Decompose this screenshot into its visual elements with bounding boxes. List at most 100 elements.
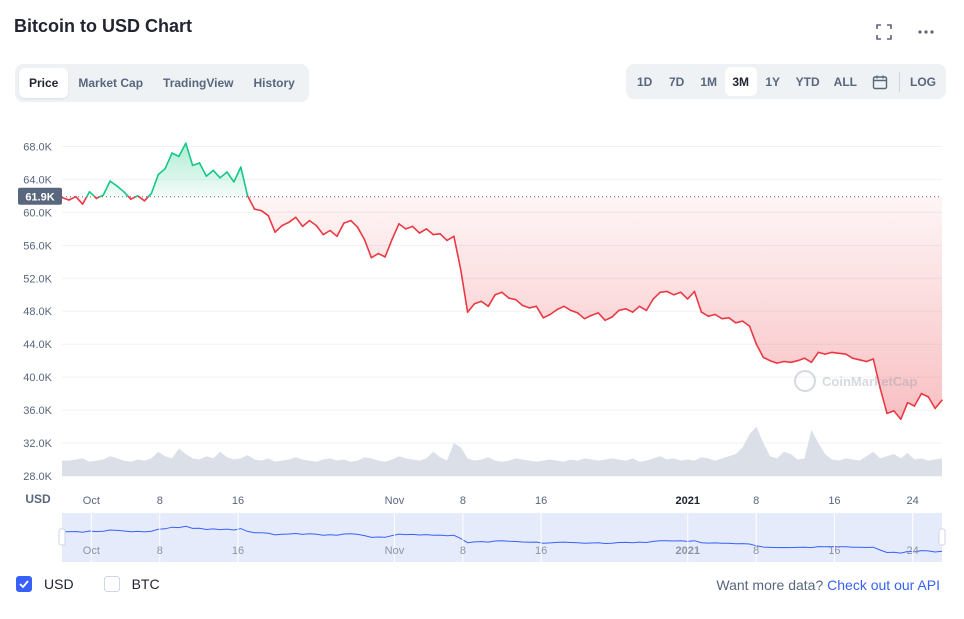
calendar-icon[interactable] xyxy=(864,67,896,96)
price-line-down xyxy=(501,291,510,299)
price-line-down xyxy=(734,320,744,324)
price-line-down xyxy=(934,399,943,410)
tab-tradingview[interactable]: TradingView xyxy=(163,76,234,90)
tab-market-cap[interactable]: Market Cap xyxy=(78,76,144,90)
price-line-down xyxy=(844,353,854,359)
y-tick-label: 44.0K xyxy=(23,339,52,351)
price-line-down xyxy=(398,223,407,230)
navigator-handle-left[interactable] xyxy=(58,528,66,546)
price-line-down xyxy=(247,195,256,210)
price-line-down xyxy=(68,195,77,201)
more-icon[interactable] xyxy=(916,22,936,42)
time-range-selector: 1D 7D 1M 3M 1Y YTD ALL LOG xyxy=(625,64,946,99)
price-line-down xyxy=(363,238,373,259)
price-line-down xyxy=(920,392,930,398)
price-line-down xyxy=(631,305,641,313)
btc-checkbox-box[interactable] xyxy=(103,576,120,592)
price-line-up xyxy=(205,169,215,177)
price-line-down xyxy=(659,290,668,294)
price-line-down xyxy=(473,300,483,305)
range-3m[interactable]: 3M xyxy=(724,67,757,96)
price-line-down xyxy=(432,233,441,236)
price-line-down xyxy=(508,297,517,301)
price-line-down xyxy=(411,225,421,234)
currency-toggle: USD BTC xyxy=(16,576,160,592)
price-line-down xyxy=(707,313,716,317)
price-line-down xyxy=(370,252,380,259)
price-line-down xyxy=(384,238,393,258)
price-line-down xyxy=(425,228,435,236)
price-line-down xyxy=(336,222,345,238)
navigator-tick-label: 24 xyxy=(907,545,919,557)
price-line-down xyxy=(61,196,70,201)
x-tick-label: 16 xyxy=(232,495,244,507)
usd-label: USD xyxy=(44,576,74,592)
range-1y[interactable]: 1Y xyxy=(765,74,781,89)
price-line-up xyxy=(164,152,173,170)
range-all[interactable]: ALL xyxy=(833,74,857,89)
price-line-down xyxy=(294,216,304,228)
price-line-down xyxy=(528,305,538,309)
price-line-up xyxy=(198,162,208,177)
navigator-tick-label: 16 xyxy=(828,545,840,557)
down-fill-area xyxy=(62,196,942,420)
price-line-down xyxy=(748,325,758,345)
y-tick-label: 60.0K xyxy=(23,207,52,219)
log-toggle[interactable]: LOG xyxy=(910,74,936,89)
price-line-down xyxy=(514,298,524,307)
price-line-up xyxy=(116,185,125,193)
usd-checkbox-box[interactable] xyxy=(16,576,32,592)
price-line-up xyxy=(212,169,221,179)
volume-area xyxy=(62,426,942,476)
fullscreen-icon[interactable] xyxy=(874,22,894,42)
price-line-down xyxy=(274,224,283,233)
y-tick-label: 28.0K xyxy=(23,471,52,483)
tab-price[interactable]: Price xyxy=(19,68,69,98)
price-chart[interactable]: 68.0K 64.0K 60.0K 56.0K 52.0K 48.0K 44.0K 40.0K… xyxy=(0,120,964,570)
api-link[interactable]: Check out our API xyxy=(827,577,940,593)
page-title: Bitcoin to USD Chart xyxy=(14,16,192,36)
btc-label: BTC xyxy=(131,576,160,592)
price-line-down xyxy=(686,290,696,300)
price-line-down xyxy=(762,356,771,362)
price-line-down xyxy=(576,312,586,320)
navigator-handle-right[interactable] xyxy=(938,528,946,546)
price-line-down xyxy=(817,351,826,355)
price-line-down xyxy=(288,216,297,224)
more-data: Want more data? Check out our API xyxy=(716,577,940,593)
y-tick-label: 56.0K xyxy=(23,240,52,252)
price-line-down xyxy=(521,304,531,309)
tab-history[interactable]: History xyxy=(253,76,295,90)
range-1d[interactable]: 1D xyxy=(637,74,653,89)
price-line-down xyxy=(556,305,565,311)
price-line-up xyxy=(88,191,96,198)
price-line-down xyxy=(624,308,634,313)
usd-checkbox[interactable]: USD xyxy=(16,576,74,592)
price-line-down xyxy=(679,291,689,300)
price-line-up xyxy=(86,191,91,198)
price-line-down xyxy=(604,316,613,322)
price-line-up xyxy=(219,171,228,179)
price-line-down xyxy=(783,360,792,364)
x-tick-label: 16 xyxy=(828,495,840,507)
price-line-down xyxy=(453,235,462,271)
up-fill-area xyxy=(75,143,249,197)
price-line-down xyxy=(549,308,558,316)
btc-checkbox[interactable]: BTC xyxy=(103,576,160,592)
range-1m[interactable]: 1M xyxy=(700,74,717,89)
price-line-up xyxy=(233,166,242,183)
price-line-up xyxy=(171,152,180,158)
x-tick-label: 8 xyxy=(753,495,759,507)
navigator-line xyxy=(61,525,943,554)
y-tick-label: 48.0K xyxy=(23,306,52,318)
price-line-down xyxy=(404,225,414,230)
price-line-down xyxy=(253,208,263,212)
price-line-down xyxy=(893,410,902,421)
range-ytd[interactable]: YTD xyxy=(795,74,820,89)
y-tick-label: 32.0K xyxy=(23,438,52,450)
range-7d[interactable]: 7D xyxy=(669,74,685,89)
price-line-down xyxy=(741,320,751,327)
price-line-down xyxy=(652,291,661,300)
price-line-down xyxy=(260,209,270,217)
price-line-down xyxy=(872,358,881,389)
